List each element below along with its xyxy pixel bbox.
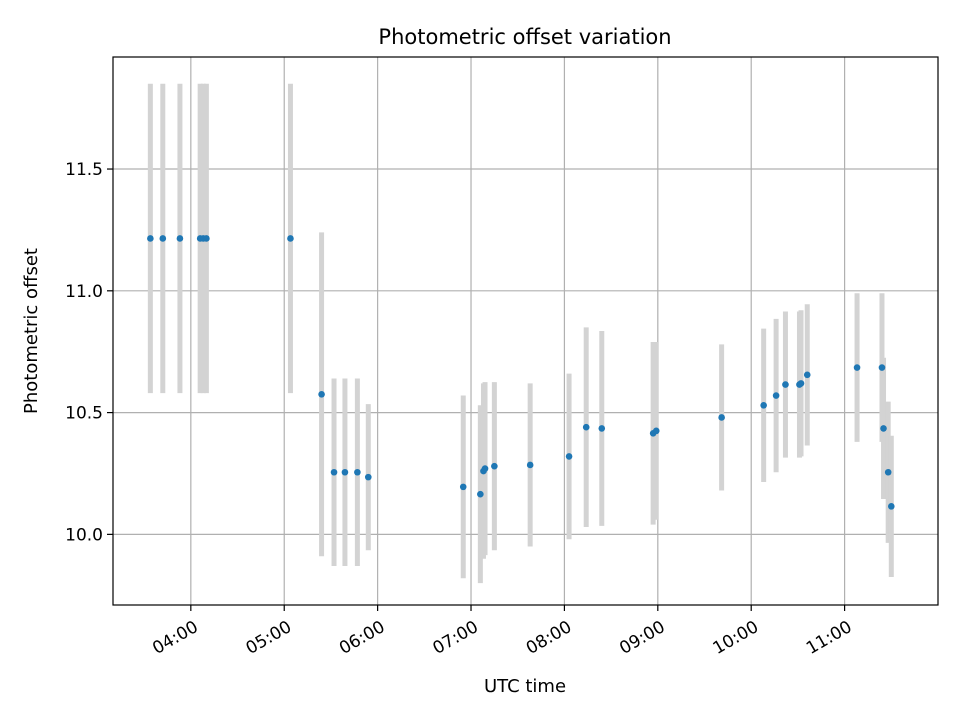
y-tick-label: 10.5 (65, 404, 103, 424)
data-point (888, 503, 895, 510)
x-tick-label: 11:00 (803, 617, 855, 659)
data-point (481, 465, 489, 472)
data-point (203, 235, 210, 242)
data-point (772, 392, 780, 399)
data-point (526, 461, 534, 469)
chart-title: Photometric offset variation (378, 25, 671, 49)
data-point (354, 468, 361, 476)
data-point (364, 473, 372, 481)
x-tick-label: 04:00 (149, 617, 201, 659)
data-point (582, 423, 590, 431)
data-point (491, 462, 498, 470)
data-point (159, 235, 167, 242)
data-point (803, 371, 811, 379)
x-tick-label: 07:00 (429, 617, 481, 659)
data-point (760, 401, 767, 409)
y-axis-label: Photometric offset (21, 248, 42, 414)
axis-ticks: 04:00 05:00 06:00 07:00 08:00 09:00 10:00 11:00… (65, 160, 855, 659)
data-point (598, 425, 606, 432)
x-tick-label: 08:00 (523, 617, 575, 659)
data-point (330, 468, 338, 476)
error-bars (147, 83, 894, 584)
data-point (884, 468, 892, 476)
y-tick-label: 10.0 (65, 525, 103, 545)
data-point (318, 391, 325, 398)
y-tick-label: 11.0 (65, 282, 103, 302)
plot-frame (112, 56, 939, 606)
x-tick-label: 05:00 (243, 617, 295, 659)
data-point (782, 381, 789, 388)
data-point (878, 364, 886, 371)
x-axis-label: UTC time (484, 676, 566, 697)
x-tick-label: 06:00 (336, 617, 388, 659)
data-point (880, 425, 887, 432)
data-point (176, 235, 184, 242)
data-point (341, 468, 349, 476)
data-point (652, 427, 660, 435)
data-point (797, 380, 805, 387)
data-point (477, 490, 484, 498)
data-point (718, 414, 725, 421)
data-point (147, 235, 154, 242)
data-point (853, 364, 861, 371)
y-tick-label: 11.5 (65, 160, 103, 180)
data-points (147, 235, 895, 510)
x-tick-label: 10:00 (710, 617, 762, 659)
data-point (565, 453, 573, 460)
grid-lines (113, 57, 938, 605)
data-point (287, 235, 294, 242)
data-point (459, 483, 467, 491)
x-tick-label: 09:00 (616, 617, 668, 659)
